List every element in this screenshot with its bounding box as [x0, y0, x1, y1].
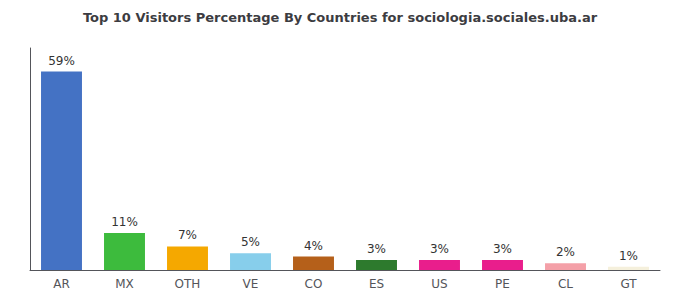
- svg-text:59%: 59%: [48, 54, 75, 68]
- svg-text:GT: GT: [620, 277, 637, 291]
- svg-text:4%: 4%: [304, 239, 323, 253]
- svg-text:OTH: OTH: [175, 277, 201, 291]
- svg-text:2%: 2%: [556, 245, 575, 259]
- svg-text:7%: 7%: [178, 228, 197, 242]
- svg-text:CO: CO: [305, 277, 323, 291]
- svg-text:11%: 11%: [111, 215, 138, 229]
- svg-text:1%: 1%: [619, 249, 638, 263]
- svg-text:AR: AR: [53, 277, 70, 291]
- svg-text:5%: 5%: [241, 235, 260, 249]
- svg-text:ES: ES: [369, 277, 384, 291]
- svg-text:3%: 3%: [367, 242, 386, 256]
- svg-text:US: US: [431, 277, 447, 291]
- svg-text:3%: 3%: [493, 242, 512, 256]
- svg-text:Top 10 Visitors Percentage By: Top 10 Visitors Percentage By Countries …: [83, 10, 598, 25]
- svg-text:3%: 3%: [430, 242, 449, 256]
- svg-text:PE: PE: [495, 277, 510, 291]
- svg-text:CL: CL: [558, 277, 573, 291]
- svg-text:MX: MX: [115, 277, 134, 291]
- svg-text:VE: VE: [243, 277, 259, 291]
